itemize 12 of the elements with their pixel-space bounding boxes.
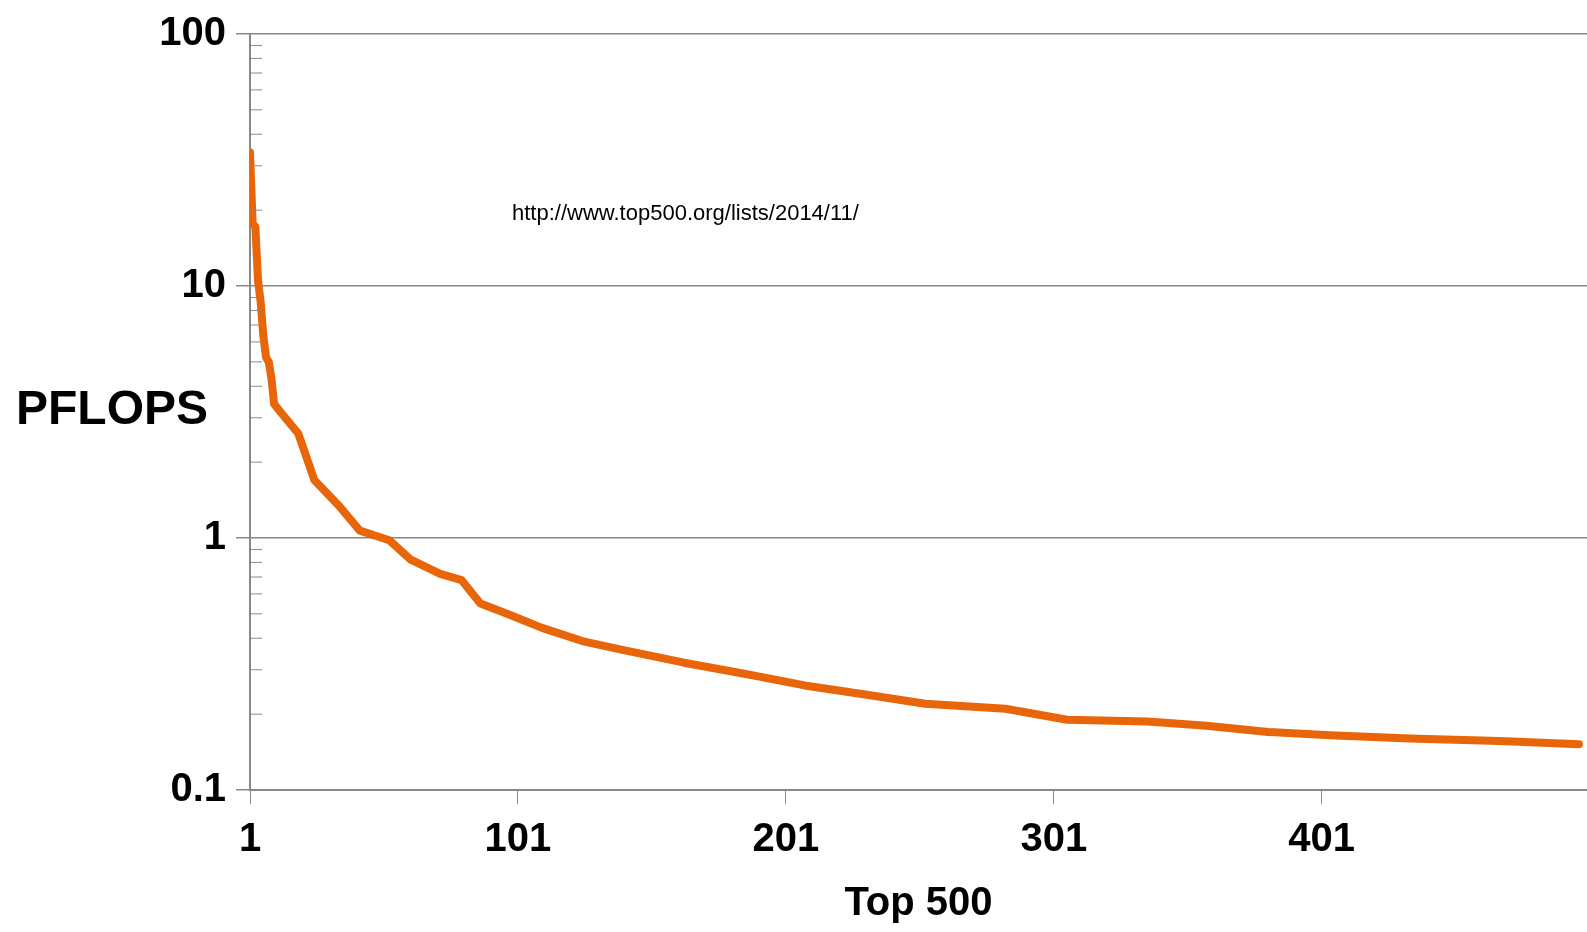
x-tick-label: 401 xyxy=(1288,815,1356,860)
x-axis-title: Top 500 xyxy=(844,879,993,924)
x-tick-label: 301 xyxy=(1020,815,1088,860)
y-tick-label: 1 xyxy=(203,513,226,558)
y-tick-label: 0.1 xyxy=(170,765,226,810)
annotation: http://www.top500.org/lists/2014/11/ xyxy=(512,200,859,226)
y-axis-title: PFLOPS xyxy=(16,380,209,435)
x-tick-label: 101 xyxy=(484,815,552,860)
x-tick-label: 201 xyxy=(752,815,820,860)
y-tick-label: 100 xyxy=(159,9,226,54)
y-tick-label: 10 xyxy=(181,261,226,306)
x-tick-label: 1 xyxy=(238,815,262,860)
